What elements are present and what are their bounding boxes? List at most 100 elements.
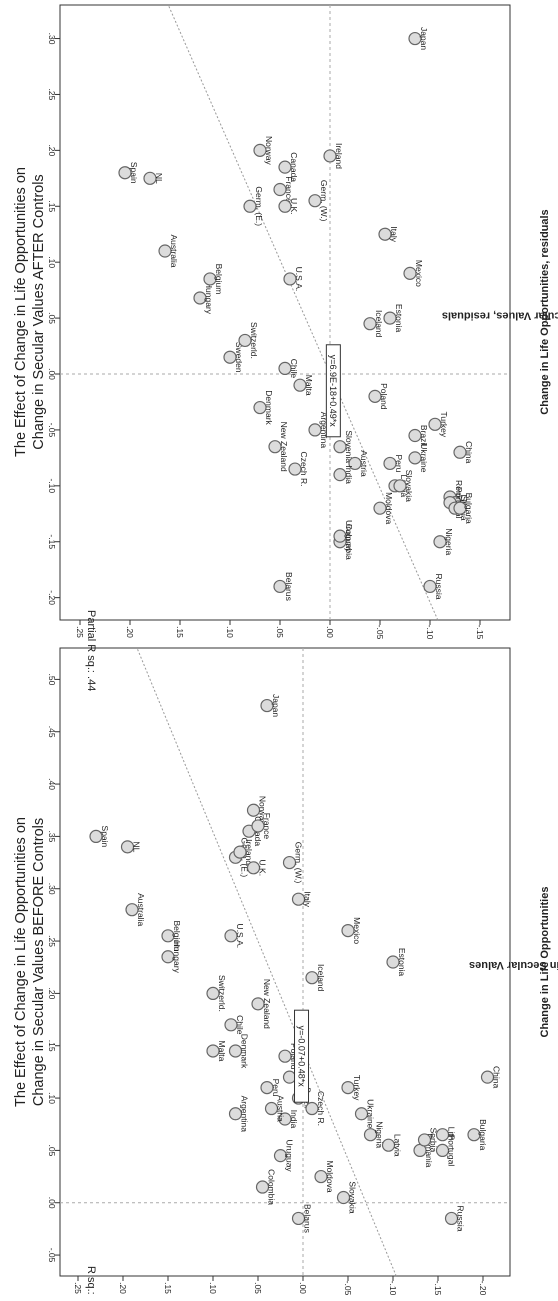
y-tick-label: .25 — [73, 1282, 83, 1294]
y-tick-label: .05 — [275, 626, 285, 638]
chart-title-line: Change in Secular Values AFTER Controls — [31, 174, 47, 449]
point-label: Chile — [235, 1015, 245, 1035]
point-label: Turkey — [439, 411, 449, 437]
x-tick-label: .05 — [47, 1144, 57, 1156]
chart-2: -.20 -.15 -.10 -.05 .00 .05 .10 .15 .20 .25 .30 -.1… — [13, 4, 558, 691]
point-label: Italy — [389, 226, 399, 242]
x-tick-label: .05 — [47, 312, 57, 324]
point-label: Spain — [100, 826, 110, 848]
point-label: Turkey — [352, 1075, 362, 1101]
data-point — [283, 272, 297, 286]
data-point — [89, 829, 103, 844]
y-tick-label: .00 — [325, 626, 335, 638]
x-tick-label: .35 — [47, 830, 57, 842]
data-point — [348, 456, 362, 471]
point-label: Ireland — [334, 143, 344, 169]
data-point — [381, 1138, 396, 1152]
y-tick-label: -.10 — [425, 625, 435, 640]
point-label: Austria — [276, 1095, 286, 1122]
data-point — [417, 1133, 432, 1147]
point-label: U.K. — [258, 860, 268, 877]
data-point — [224, 1018, 238, 1032]
point-label: Uruguay — [285, 1140, 295, 1173]
point-label: Slovakia — [404, 470, 414, 502]
point-label: Serbia — [429, 1128, 439, 1153]
equation-frame — [325, 344, 341, 438]
point-label: Switzerld. — [249, 322, 259, 359]
y-tick-label: -.15 — [433, 1281, 443, 1296]
data-point — [260, 698, 274, 713]
data-point — [308, 423, 322, 437]
x-axis-label: Change in Life Opportunities — [539, 887, 551, 1038]
data-point — [143, 171, 157, 185]
point-label: Belgium — [214, 264, 224, 295]
data-point — [453, 501, 467, 515]
x-tick-label: .25 — [47, 89, 57, 101]
point-label: Czech R. — [316, 1091, 326, 1126]
point-label: Spain — [129, 162, 139, 184]
data-point — [273, 579, 287, 594]
point-label: Slovakia — [348, 1181, 358, 1213]
y-tick-label: .25 — [75, 626, 85, 638]
data-point — [238, 333, 252, 348]
point-label: China — [464, 441, 474, 463]
data-point — [255, 1180, 270, 1194]
point-label: Germ. (W.) — [294, 842, 304, 884]
chart-title-line: The Effect of Change in Life Opportuniti… — [13, 817, 29, 1107]
equation-box: y=6.9E-18+0.49*x — [325, 344, 341, 438]
y-tick-label: -.20 — [478, 1281, 488, 1296]
point-label: Malta — [217, 1041, 227, 1062]
x-tick-label: .10 — [47, 1092, 57, 1104]
y-axis-label: Change in Secular Values — [469, 959, 558, 971]
point-label: Ukraine — [366, 1099, 376, 1129]
point-label: Japan — [271, 694, 281, 717]
point-label: India — [289, 1110, 299, 1129]
point-label: U.K. — [289, 198, 299, 215]
point-label: China — [492, 1066, 502, 1088]
data-point — [373, 501, 387, 515]
chart-1: -.05 .00 .05 .10 .15 .20 .25 .30 .35 .40 .45 .50 -.2… — [13, 647, 558, 1301]
r-squared-label: R sq.: .36 — [85, 1266, 97, 1296]
data-point — [408, 428, 422, 443]
point-label: NL — [154, 173, 164, 184]
point-label: Peru — [394, 454, 404, 472]
y-axis-label: Change in Secular Values, residuals — [442, 310, 558, 322]
point-label: Poland — [379, 383, 389, 410]
data-point — [125, 903, 139, 917]
x-tick-label: .45 — [47, 726, 57, 738]
data-point — [408, 31, 422, 46]
data-point — [368, 389, 382, 403]
point-label: Iceland — [316, 964, 326, 992]
chart-title-line: Change in Secular Values BEFORE Controls — [31, 818, 47, 1106]
data-point — [363, 317, 377, 331]
point-label: Moldova — [325, 1160, 335, 1192]
x-tick-label: .30 — [47, 883, 57, 895]
data-point — [467, 1128, 481, 1142]
point-label: Denmark — [264, 390, 274, 425]
point-label: Canada — [289, 152, 299, 182]
data-point — [278, 199, 292, 213]
point-label: U.S.A. — [235, 924, 245, 949]
data-point — [253, 400, 267, 415]
data-point — [246, 861, 261, 875]
point-label: Bulgaria — [464, 493, 474, 524]
data-point — [363, 1128, 378, 1142]
point-label: Nigeria — [375, 1121, 385, 1148]
y-tick-label: .10 — [208, 1282, 218, 1294]
point-label: Peru — [271, 1079, 281, 1097]
point-label: Nigeria — [444, 528, 454, 555]
data-point — [278, 1049, 292, 1063]
data-point — [354, 1107, 369, 1121]
data-point — [268, 440, 282, 454]
data-point — [288, 462, 302, 476]
data-point — [260, 1080, 274, 1095]
x-tick-label: .00 — [47, 1197, 57, 1209]
equation-frame — [294, 1009, 310, 1103]
data-point — [203, 272, 217, 286]
data-point — [193, 291, 207, 305]
data-point — [383, 311, 397, 325]
data-point — [273, 182, 287, 197]
point-label: India — [344, 465, 354, 484]
y-tick-label: .15 — [163, 1282, 173, 1294]
equation-label: y=6.9E-18+0.49*x — [328, 355, 338, 428]
